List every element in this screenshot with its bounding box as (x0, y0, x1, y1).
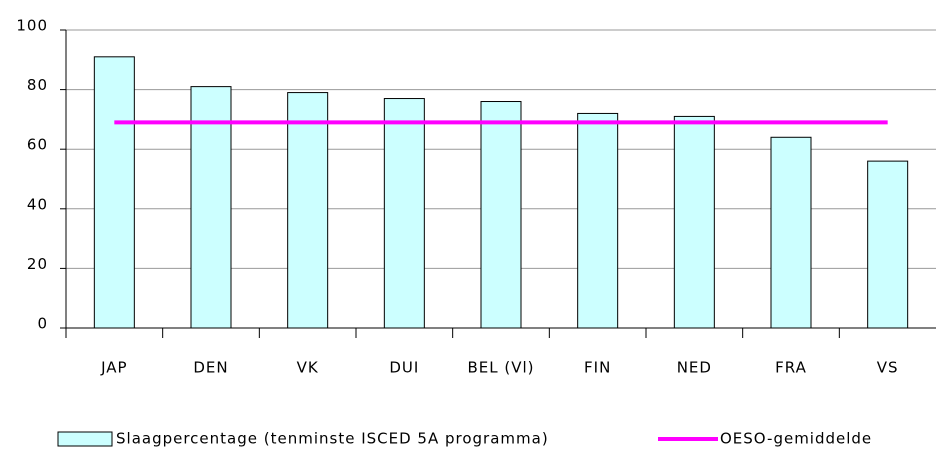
legend-label: OESO-gemiddelde (720, 430, 872, 448)
legend-label: Slaagpercentage (tenminste ISCED 5A prog… (116, 430, 549, 448)
x-tick-label: BEL (Vl) (467, 359, 534, 377)
x-tick-label: VS (877, 359, 899, 377)
bar (383, 98, 425, 329)
x-tick-label: NED (677, 359, 712, 377)
bar (867, 160, 909, 329)
bar (770, 136, 812, 329)
x-tick-label: DUI (389, 359, 419, 377)
y-tick-label: 80 (27, 76, 48, 94)
bar (673, 115, 715, 329)
bar (577, 112, 619, 329)
y-tick-label: 60 (27, 136, 48, 154)
y-tick-label: 100 (16, 17, 48, 35)
x-tick-label: FIN (584, 359, 611, 377)
y-tick-label: 20 (27, 255, 48, 273)
x-tick-label: VK (297, 359, 319, 377)
x-tick-label: FRA (775, 359, 807, 377)
y-tick-label: 0 (37, 315, 48, 333)
x-tick-label: JAP (100, 359, 127, 377)
legend-swatch (57, 431, 113, 447)
bar (480, 101, 522, 329)
y-tick-label: 40 (27, 195, 48, 213)
x-tick-label: DEN (193, 359, 228, 377)
bar (190, 86, 232, 329)
bar (93, 56, 135, 329)
bar (287, 92, 329, 329)
